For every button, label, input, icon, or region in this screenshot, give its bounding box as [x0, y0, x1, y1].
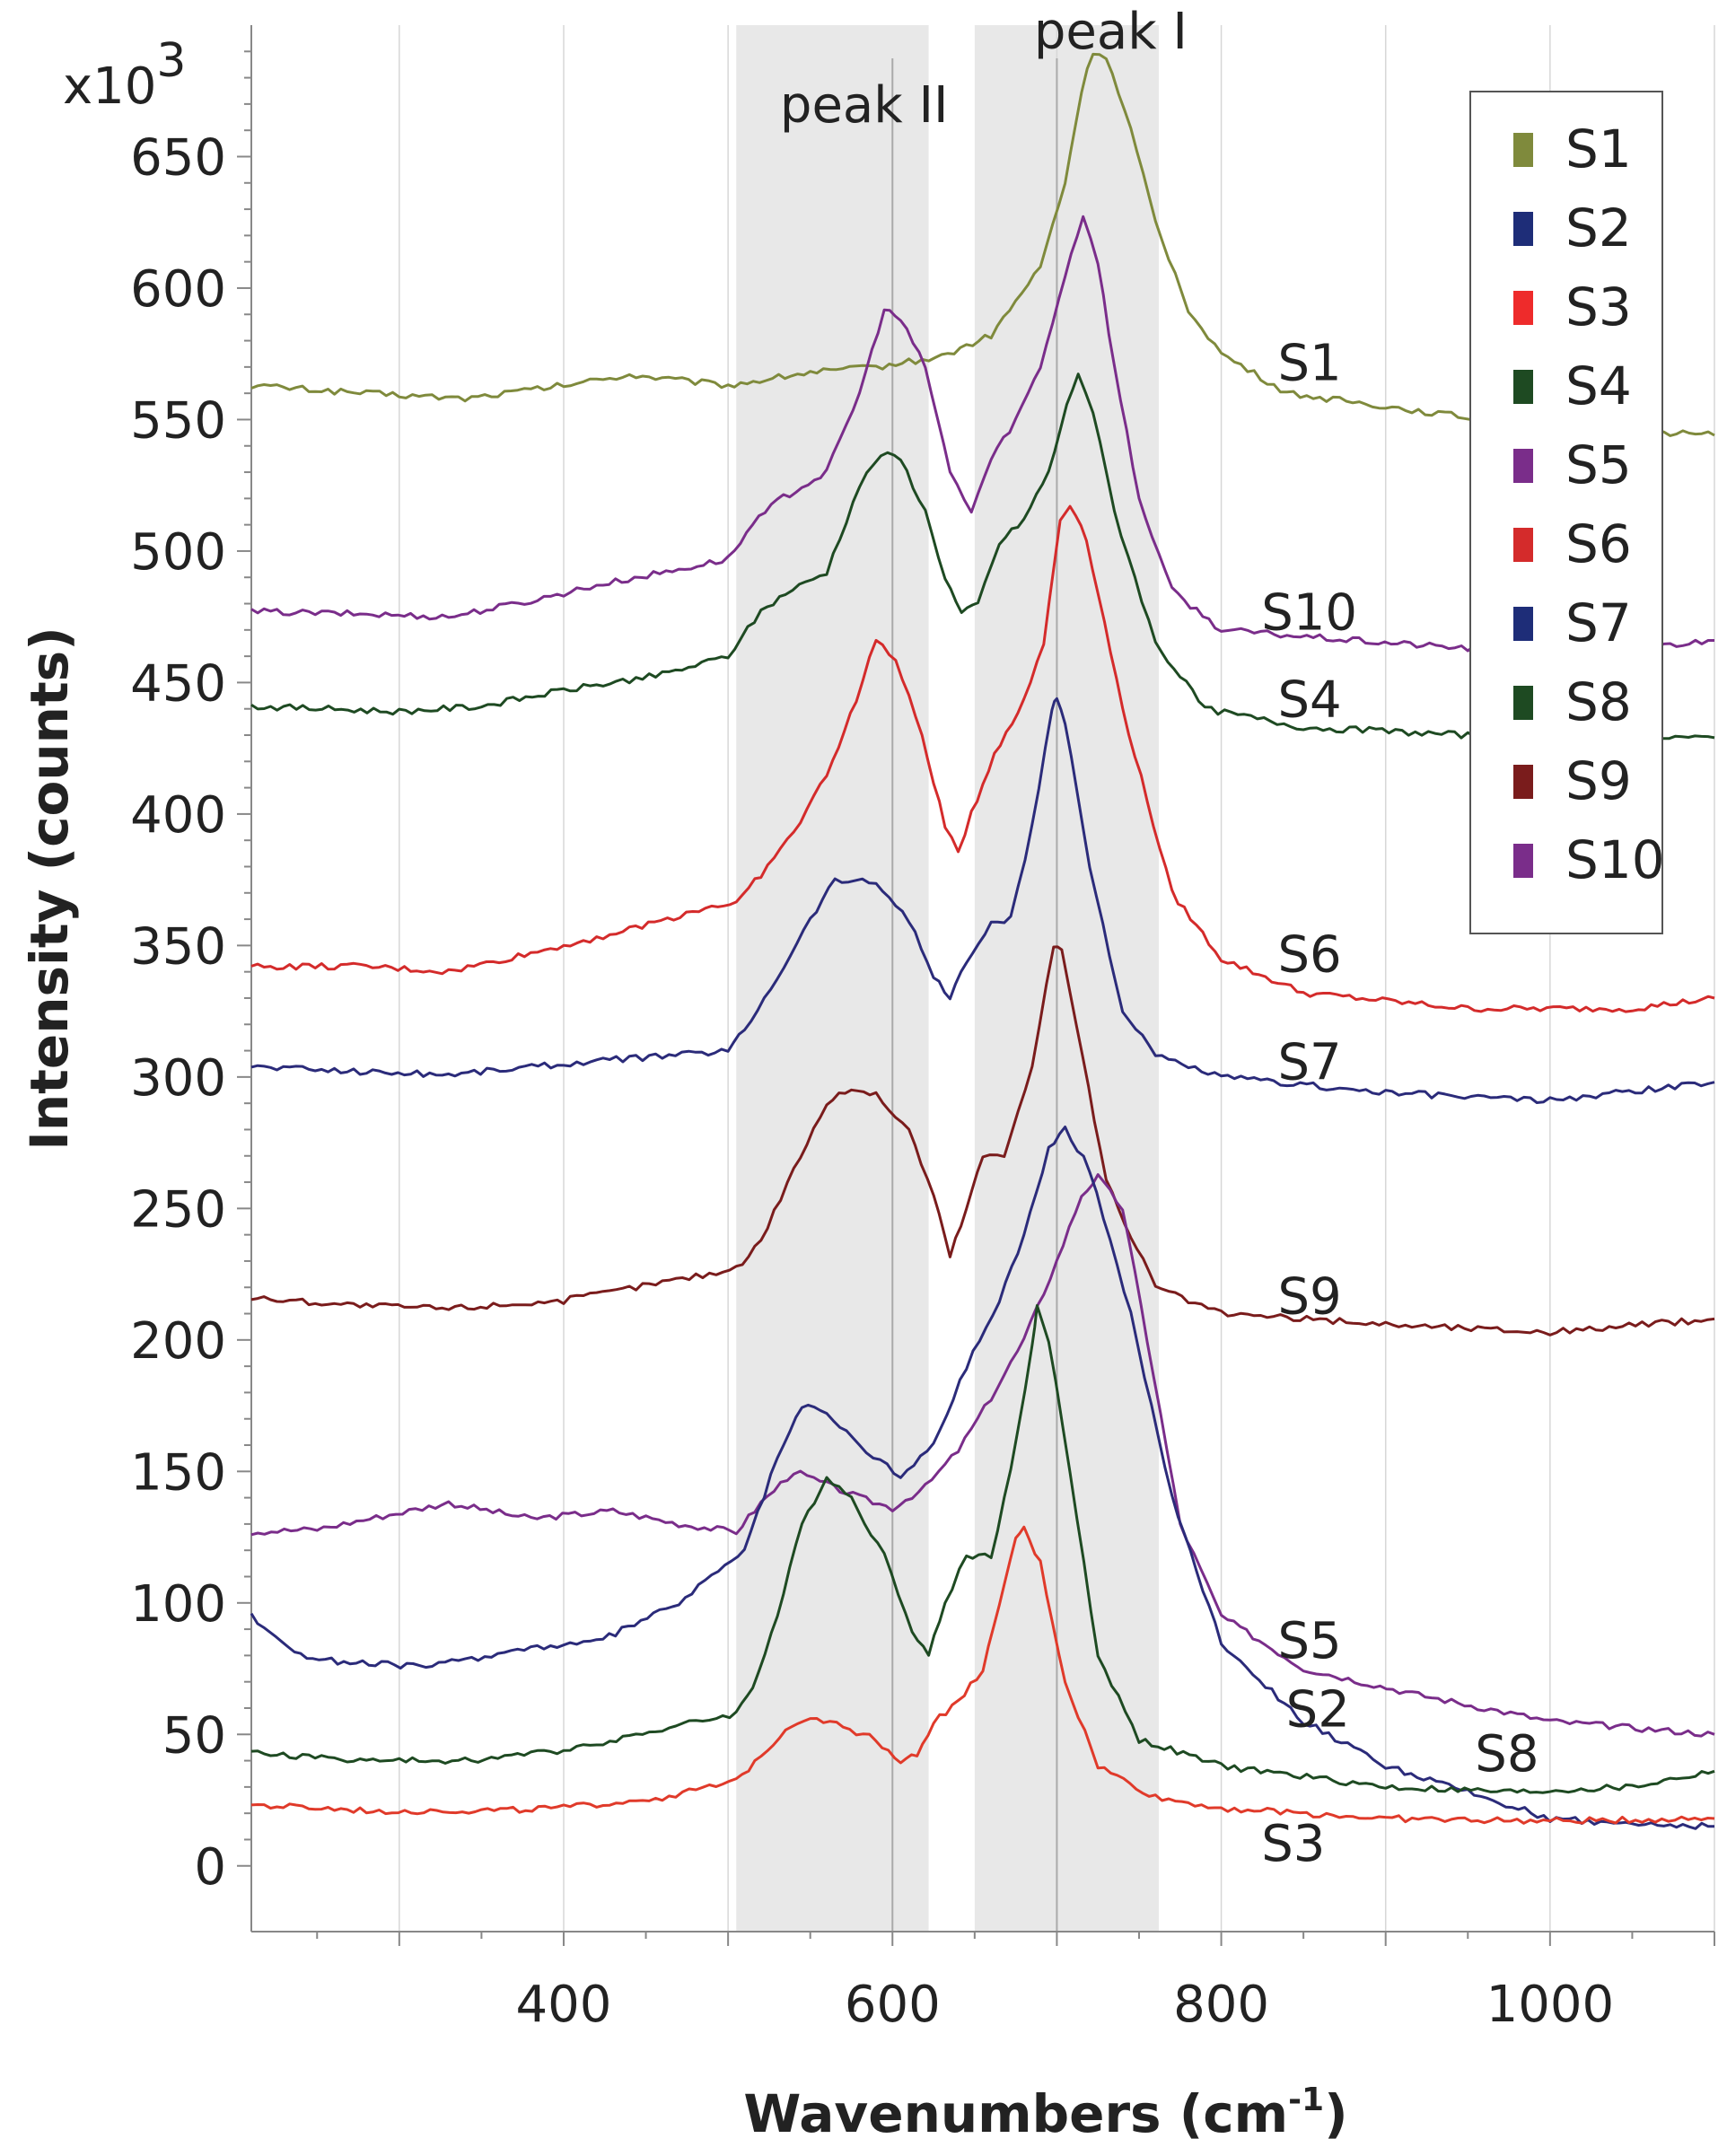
series-label-s1: S1	[1278, 334, 1342, 392]
legend-label-s10: S10	[1565, 829, 1665, 890]
legend-label-s9: S9	[1565, 750, 1632, 811]
legend-swatch-s6	[1513, 528, 1533, 562]
legend-label-s1: S1	[1565, 118, 1632, 180]
y-tick-label: 350	[130, 917, 226, 976]
y-tick-label: 250	[130, 1180, 226, 1239]
y-tick-label: 150	[130, 1443, 226, 1502]
legend-swatch-s9	[1513, 765, 1533, 799]
y-tick-label: 450	[130, 654, 226, 713]
y-tick-label: 300	[130, 1049, 226, 1108]
series-label-s2: S2	[1286, 1680, 1350, 1739]
legend-swatch-s4	[1513, 370, 1533, 404]
y-tick-label: 0	[194, 1838, 226, 1897]
legend-swatch-s1	[1513, 133, 1533, 167]
x-axis-title-main: Wavenumbers (cm	[743, 2083, 1288, 2144]
legend-swatch-s5	[1513, 449, 1533, 483]
series-label-s4: S4	[1278, 670, 1342, 729]
legend-swatch-s3	[1513, 291, 1533, 325]
series-label-s8: S8	[1475, 1725, 1539, 1784]
legend-label-s2: S2	[1565, 197, 1632, 259]
legend-items: S1 S2 S3 S4 S5 S6 S7 S8 S9 S10	[1513, 118, 1665, 890]
x-tick-label: 400	[516, 1976, 612, 2034]
y-multiplier-exp: 3	[156, 34, 186, 88]
legend-swatch-s7	[1513, 607, 1533, 641]
y-multiplier: x103	[63, 34, 187, 116]
series-line-s2	[250, 1126, 1714, 1830]
ticks: 0 50 100 150 200 250 300 350 400 450 500 550 600 650 4…	[130, 50, 1715, 2034]
band-label-peak-ii: peak II	[780, 76, 949, 135]
band-labels: peak II peak I	[780, 3, 1188, 135]
series-labels: S1 S10 S4 S6 S7 S9 S5 S2 S8 S3	[1261, 334, 1539, 1872]
y-tick-label: 400	[130, 786, 226, 845]
series-label-s9: S9	[1278, 1267, 1342, 1326]
legend-label-s4: S4	[1565, 355, 1632, 416]
legend-swatch-s10	[1513, 844, 1533, 878]
y-tick-label: 550	[130, 391, 226, 450]
grid-lines	[399, 25, 1715, 1932]
legend-swatch-s2	[1513, 212, 1533, 246]
x-tick-label: 600	[845, 1976, 941, 2034]
y-tick-label: 100	[130, 1575, 226, 1634]
y-tick-label: 500	[130, 523, 226, 582]
y-axis-title: Intensity (counts)	[19, 627, 80, 1150]
series-label-s7: S7	[1278, 1034, 1342, 1092]
legend: S1 S2 S3 S4 S5 S6 S7 S8 S9 S10	[1469, 91, 1665, 934]
series-line-s10	[250, 215, 1714, 653]
series-label-s5: S5	[1278, 1612, 1342, 1670]
band-peak-ii	[736, 25, 929, 1932]
series-line-s6	[250, 504, 1715, 1013]
series-line-s8	[250, 1304, 1715, 1794]
y-tick-label: 50	[162, 1706, 226, 1765]
series-line-s7	[250, 697, 1715, 1104]
legend-swatch-s8	[1513, 686, 1533, 720]
legend-label-s5: S5	[1565, 434, 1632, 495]
series-label-s3: S3	[1261, 1815, 1325, 1873]
x-axis-title-close: )	[1324, 2083, 1348, 2144]
series-line-s5	[250, 1173, 1715, 1738]
series-line-s9	[250, 945, 1715, 1337]
y-multiplier-base: x10	[63, 57, 156, 116]
legend-box	[1469, 91, 1663, 934]
x-axis-title: Wavenumbers (cm-1)	[743, 2082, 1347, 2144]
y-tick-label: 650	[130, 128, 226, 187]
x-axis-title-sup: -1	[1288, 2082, 1324, 2118]
legend-label-s7: S7	[1565, 592, 1632, 653]
y-tick-label: 200	[130, 1312, 226, 1371]
legend-label-s8: S8	[1565, 671, 1632, 732]
series-label-s10: S10	[1261, 584, 1357, 643]
band-label-peak-i: peak I	[1034, 3, 1188, 61]
legend-label-s3: S3	[1565, 276, 1632, 337]
series-label-s6: S6	[1278, 926, 1342, 985]
x-tick-label: 800	[1173, 1976, 1269, 2034]
series-line-s3	[250, 1525, 1715, 1825]
x-tick-label: 1000	[1486, 1976, 1615, 2034]
y-tick-label: 600	[130, 260, 226, 319]
legend-label-s6: S6	[1565, 513, 1632, 574]
